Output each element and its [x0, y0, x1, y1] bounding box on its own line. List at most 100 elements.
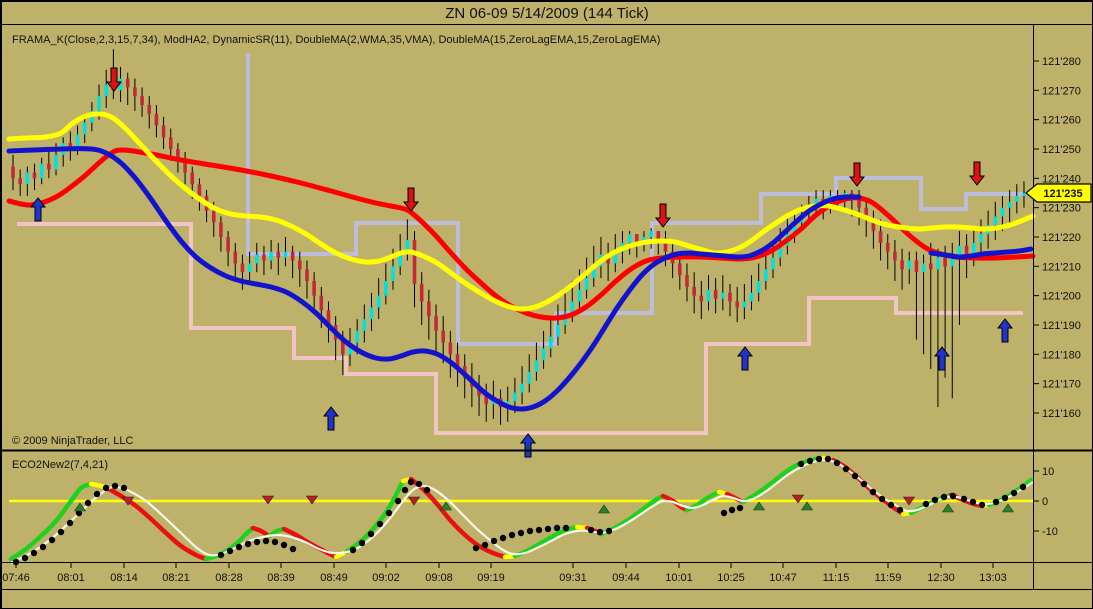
eco-dot [526, 527, 534, 535]
time-axis-label: 09:44 [612, 572, 640, 584]
candle-up [513, 392, 517, 402]
time-axis-label: 08:01 [57, 572, 85, 584]
time-axis-label: 10:47 [769, 572, 797, 584]
candle-up [348, 342, 352, 355]
candle-up [405, 239, 410, 252]
candle-up [247, 263, 252, 273]
candle-down [455, 354, 460, 367]
time-axis-label: 09:31 [559, 572, 587, 584]
eco-dot [896, 506, 904, 514]
eco-dot [1001, 494, 1009, 502]
candle-up [907, 260, 912, 270]
eco-dot [262, 537, 270, 545]
candle-down [240, 263, 245, 273]
time-axis-label: 11:59 [875, 572, 902, 584]
eco-dot [289, 545, 297, 553]
chart-title: ZN 06-09 5/14/2009 (144 Tick) [445, 5, 648, 22]
candle-down [190, 172, 195, 185]
candle-down [685, 275, 689, 287]
eco-dot [271, 538, 279, 546]
candle-up [104, 84, 109, 97]
candle-up [25, 172, 30, 185]
eco-dot [358, 539, 366, 547]
candle-up [391, 266, 395, 281]
candle-down [161, 125, 166, 138]
candle-down [176, 148, 180, 161]
eco-dot [815, 455, 823, 463]
candle-down [692, 286, 696, 296]
candle-down [211, 210, 216, 223]
candle-up [1022, 192, 1026, 196]
eco-dot [48, 536, 56, 544]
fast-ma-yellow [6, 111, 1036, 312]
sell-arrow-icon [105, 67, 123, 92]
candle-down [233, 251, 238, 264]
candle-up [355, 330, 359, 343]
candle-down [197, 184, 202, 196]
eco-dot [605, 527, 613, 535]
candle-up [591, 266, 596, 279]
eco-line-green [8, 481, 94, 562]
candle-up [749, 292, 754, 302]
oscillator-axis[interactable]: 10 0 -10 [1033, 466, 1058, 538]
candle-down [412, 239, 417, 284]
eco-dot [922, 500, 930, 508]
candle-down [634, 234, 639, 243]
time-axis-label: 08:21 [162, 572, 190, 584]
eco-dot [21, 554, 29, 562]
oscillator-axis-label: 10 [1042, 466, 1054, 478]
eco-dot [415, 480, 423, 488]
candle-down [713, 289, 718, 299]
candle-down [298, 260, 302, 270]
down-triangle-icon [407, 496, 421, 506]
down-triangle-icon [305, 495, 319, 505]
candle-down [434, 316, 438, 331]
eco-dot [217, 551, 225, 559]
price-axis-label: 121'270 [1042, 85, 1081, 97]
candle-up [950, 254, 955, 267]
price-axis-label: 121'170 [1042, 379, 1081, 391]
price-axis[interactable]: 121'280 121'270 121'260 121'250 121'240 121'2… [1033, 56, 1081, 420]
eco-dot [472, 544, 480, 552]
time-axis-label: 08:49 [320, 572, 348, 584]
candle-up [398, 251, 402, 267]
oscillator-dots [12, 455, 1027, 566]
price-axis-label: 121'200 [1042, 291, 1081, 303]
candle-up [936, 257, 940, 270]
candle-down [219, 222, 223, 237]
candle-up [979, 234, 983, 243]
candle-up [721, 292, 725, 299]
moving-average-lines [6, 111, 1036, 412]
eco-dot [120, 484, 128, 492]
candle-up [75, 134, 80, 149]
eco-dot [508, 531, 516, 539]
candle-up [1015, 195, 1019, 202]
candle-down [276, 251, 281, 258]
candle-down [419, 283, 424, 302]
eco-dot [244, 540, 252, 548]
eco-dot [367, 530, 375, 538]
candle-up [642, 236, 646, 243]
eco-dot [30, 549, 38, 557]
up-triangle-icon [1001, 503, 1015, 513]
eco-dot [931, 496, 939, 504]
candle-up [118, 78, 123, 91]
oscillator-indicator-label: ECO2New2(7,4,21) [12, 459, 108, 471]
eco-dot [797, 460, 805, 468]
mid-ma-blue [6, 146, 862, 412]
eco-dot [376, 520, 384, 528]
up-triangle-icon [597, 504, 611, 514]
eco-dot [349, 546, 357, 554]
up-triangle-icon [800, 501, 814, 511]
eco-dot [949, 492, 957, 500]
candle-down [878, 231, 883, 243]
price-axis-label: 121'230 [1042, 203, 1081, 215]
sell-arrow-icon [968, 161, 986, 186]
trade-signal-arrows [29, 67, 1014, 458]
candle-up [577, 289, 582, 302]
time-axis[interactable]: 07:46 08:01 08:14 08:21 08:28 08:39 08:49 09:02… [2, 563, 1007, 584]
eco-dot [57, 528, 65, 536]
eco-dot [490, 537, 498, 545]
